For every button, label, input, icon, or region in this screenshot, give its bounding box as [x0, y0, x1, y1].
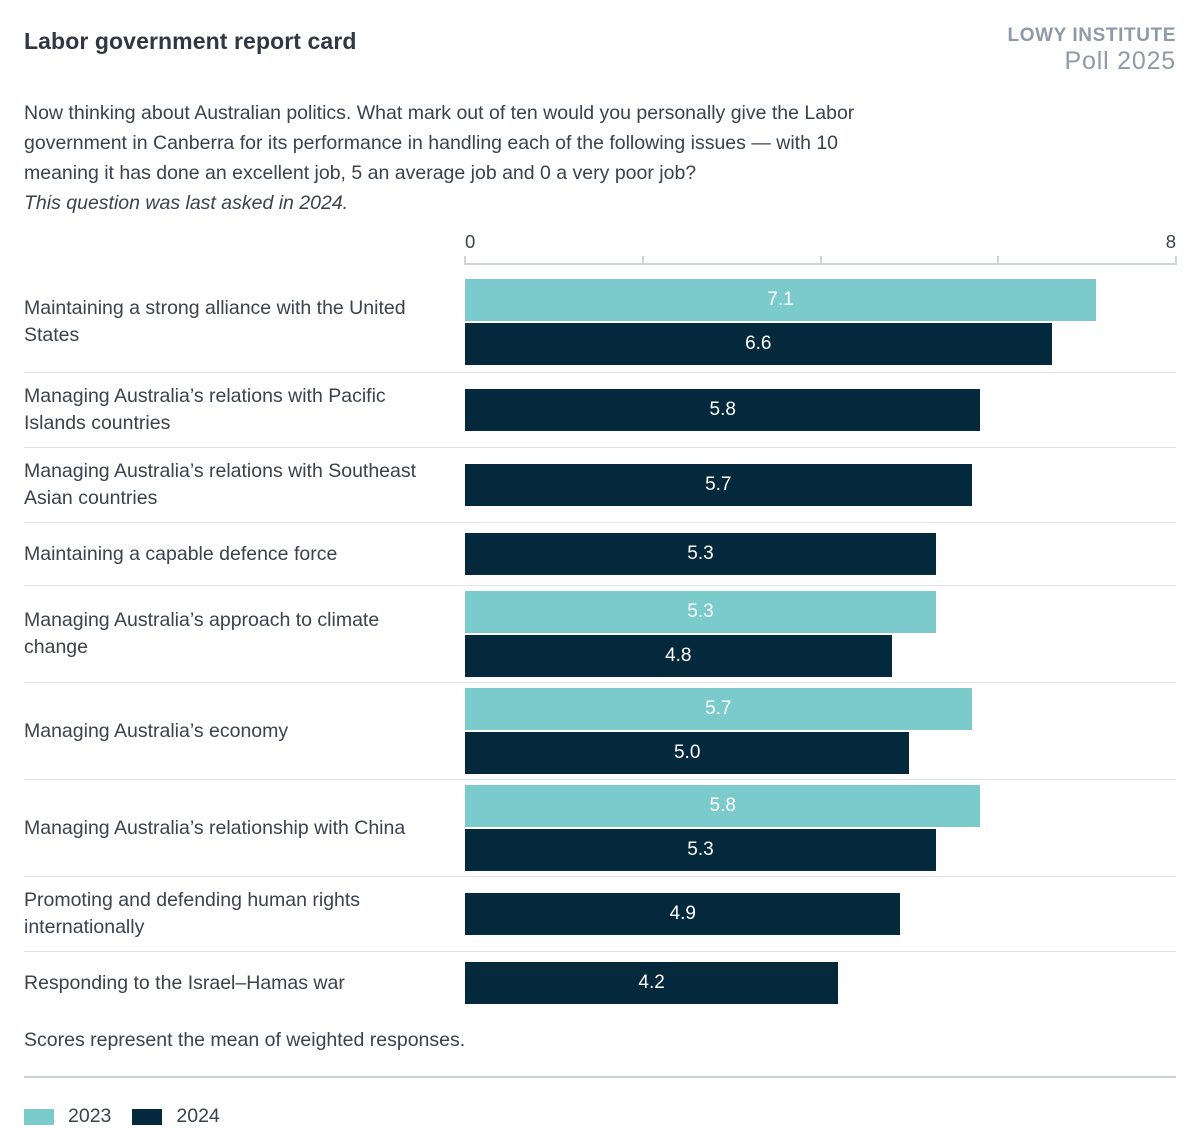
bar-value: 5.7: [705, 474, 732, 496]
bar-group: 5.3: [465, 533, 1176, 576]
chart-row: Managing Australia’s approach to climate…: [24, 586, 1176, 684]
row-label: Maintaining a strong alliance with the U…: [24, 297, 406, 347]
header: Labor government report card LOWY INSTIT…: [24, 25, 1177, 75]
chart: 0 8 Maintaining a strong alliance with t…: [24, 231, 1177, 1014]
bar-2023: 5.8: [465, 785, 981, 828]
legend-divider: [24, 1076, 1176, 1079]
x-axis-label-max: 8: [1165, 231, 1176, 253]
bar-value: 5.0: [673, 742, 701, 764]
x-axis-tick: [819, 256, 822, 266]
bar-value: 5.3: [687, 839, 714, 861]
chart-row: Managing Australia’s relations with Paci…: [24, 373, 1176, 449]
bar-2024: 5.8: [465, 389, 981, 432]
brand-logo: LOWY INSTITUTE Poll 2025: [1007, 25, 1177, 75]
bar-value: 5.8: [709, 399, 736, 421]
brand-poll-year: Poll 2025: [1064, 46, 1176, 75]
question-text: Now thinking about Australian politics. …: [24, 102, 855, 185]
bar-2024: 4.9: [465, 893, 901, 936]
row-label: Managing Australia’s economy: [24, 719, 289, 742]
x-axis: 0 8: [464, 231, 1177, 266]
bar-2023: 7.1: [465, 279, 1096, 322]
legend: 2023 2024: [24, 1105, 1176, 1128]
legend-swatch-2023: [24, 1108, 54, 1125]
row-label: Maintaining a capable defence force: [24, 542, 338, 565]
bar-2024: 5.0: [465, 732, 910, 775]
x-axis-label-min: 0: [465, 231, 476, 253]
page-title: Labor government report card: [24, 28, 357, 54]
bar-group: 4.2: [465, 962, 1176, 1005]
bar-value: 4.9: [669, 903, 696, 925]
legend-item-2024: 2024: [132, 1105, 220, 1128]
bar-2023: 5.3: [465, 591, 937, 634]
bar-2024: 5.3: [465, 533, 937, 576]
x-axis-tick: [1175, 256, 1177, 266]
legend-item-2023: 2023: [24, 1105, 111, 1128]
chart-row: Managing Australia’s relationship with C…: [24, 780, 1176, 878]
row-label: Responding to the Israel–Hamas war: [24, 971, 345, 994]
row-label: Managing Australia’s relations with Paci…: [24, 385, 386, 435]
x-axis-tick: [641, 256, 644, 266]
bar-value: 4.2: [638, 972, 665, 994]
bar-value: 7.1: [767, 289, 794, 311]
bar-2024: 4.8: [465, 635, 892, 678]
legend-label-2024: 2024: [176, 1105, 220, 1128]
bar-group: 4.9: [465, 893, 1176, 936]
bar-2024: 4.2: [465, 962, 839, 1005]
bar-2024: 5.7: [465, 464, 972, 507]
row-label: Managing Australia’s relationship with C…: [24, 816, 406, 839]
bar-value: 5.7: [705, 698, 732, 720]
bar-group: 5.3 4.8: [465, 591, 1176, 678]
brand-name: LOWY INSTITUTE: [1007, 25, 1176, 46]
bar-2023: 5.7: [465, 688, 972, 731]
question-note: This question was last asked in 2024.: [24, 192, 349, 215]
row-label: Managing Australia’s approach to climate…: [24, 609, 380, 659]
bar-value: 4.8: [665, 645, 692, 667]
chart-rows: Maintaining a strong alliance with the U…: [24, 265, 1176, 1014]
chart-row: Maintaining a capable defence force 5.3: [24, 523, 1176, 587]
bar-value: 6.6: [745, 333, 772, 355]
legend-swatch-2024: [132, 1108, 163, 1125]
bar-group: 5.8 5.3: [465, 785, 1176, 872]
bar-group: 7.1 6.6: [465, 279, 1176, 366]
chart-row: Managing Australia’s relations with Sout…: [24, 448, 1176, 524]
chart-row: Responding to the Israel–Hamas war 4.2: [24, 952, 1176, 1014]
bar-2024: 5.3: [465, 829, 937, 872]
chart-row: Maintaining a strong alliance with the U…: [24, 265, 1176, 374]
bar-value: 5.3: [687, 601, 714, 623]
legend-label-2023: 2023: [68, 1105, 112, 1128]
footnote: Scores represent the mean of weighted re…: [24, 1029, 466, 1052]
chart-row: Promoting and defending human rights int…: [24, 877, 1176, 953]
bar-group: 5.8: [465, 389, 1176, 432]
bar-group: 5.7 5.0: [465, 688, 1176, 775]
bar-group: 5.7: [465, 464, 1176, 507]
bar-value: 5.3: [687, 543, 714, 565]
report-card-page: Labor government report card LOWY INSTIT…: [24, 25, 1177, 1127]
bar-2024: 6.6: [465, 323, 1052, 366]
chart-row: Managing Australia’s economy 5.7 5.0: [24, 683, 1176, 781]
bar-value: 5.8: [709, 795, 736, 817]
x-axis-tick: [997, 256, 1000, 266]
row-label: Managing Australia’s relations with Sout…: [24, 460, 417, 510]
x-axis-tick: [464, 256, 466, 266]
row-label: Promoting and defending human rights int…: [24, 889, 361, 939]
